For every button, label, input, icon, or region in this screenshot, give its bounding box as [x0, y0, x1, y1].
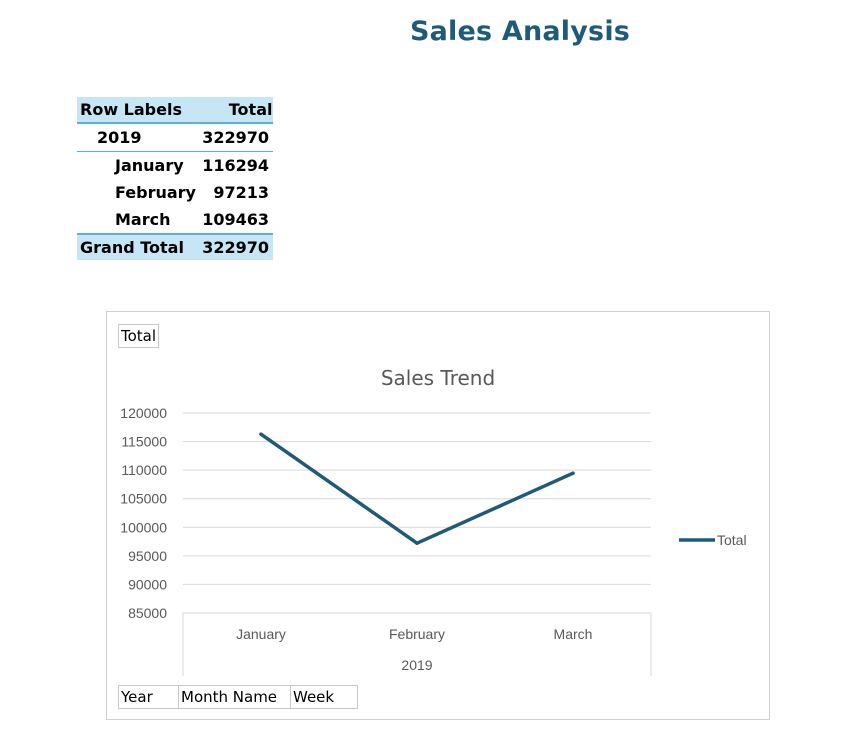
y-tick-label: 90000	[128, 576, 167, 592]
pivot-month-label: January	[115, 156, 184, 175]
data-point	[259, 432, 263, 436]
y-tick-label: 105000	[120, 491, 167, 507]
pivot-month-label: February	[115, 183, 196, 202]
axis-field-button-week[interactable]: Week	[290, 685, 358, 709]
pivot-grand-total-value: 322970	[196, 233, 273, 260]
pivot-grand-total-row[interactable]: Grand Total 322970	[77, 233, 273, 260]
axis-field-button-year[interactable]: Year	[118, 685, 180, 709]
axis-field-button-month-name[interactable]: Month Name	[178, 685, 291, 709]
x-tick-label: January	[236, 626, 286, 642]
pivot-month-label: March	[115, 210, 171, 229]
x-group-label: 2019	[401, 657, 432, 673]
pivot-month-row[interactable]: February 97213	[77, 179, 273, 206]
data-point	[415, 541, 419, 545]
pivot-year-label: 2019	[77, 123, 197, 152]
pivot-header-row: Row Labels Total	[77, 97, 273, 124]
pivot-month-row[interactable]: March 109463	[77, 206, 273, 234]
pivot-month-value: 116294	[202, 156, 269, 175]
pivot-header-row-labels[interactable]: Row Labels	[77, 97, 197, 124]
pivot-month-value: 97213	[213, 183, 269, 202]
y-tick-label: 100000	[120, 519, 167, 535]
pivot-table: Row Labels Total 2019 322970 January 116…	[77, 97, 273, 260]
y-tick-label: 120000	[120, 405, 167, 421]
pivot-chart-panel[interactable]	[106, 311, 770, 720]
pivot-header-total[interactable]: Total	[196, 97, 273, 124]
pivot-year-row[interactable]: 2019 322970	[77, 123, 273, 152]
pivot-month-value: 109463	[202, 210, 269, 229]
y-tick-label: 110000	[121, 462, 167, 478]
y-tick-label: 95000	[128, 548, 167, 564]
data-point	[571, 471, 575, 475]
pivot-grand-total-label: Grand Total	[77, 233, 197, 260]
page-title: Sales Analysis	[409, 16, 631, 47]
chart-title: Sales Trend	[381, 366, 495, 390]
pivot-month-row[interactable]: January 116294	[77, 152, 273, 180]
y-tick-label: 115000	[121, 434, 167, 450]
x-tick-label: March	[554, 626, 593, 642]
legend-label: Total	[717, 532, 747, 548]
value-field-button[interactable]: Total	[118, 324, 160, 348]
x-tick-label: February	[389, 626, 445, 642]
y-tick-label: 85000	[128, 605, 167, 621]
pivot-year-value: 322970	[196, 123, 273, 152]
